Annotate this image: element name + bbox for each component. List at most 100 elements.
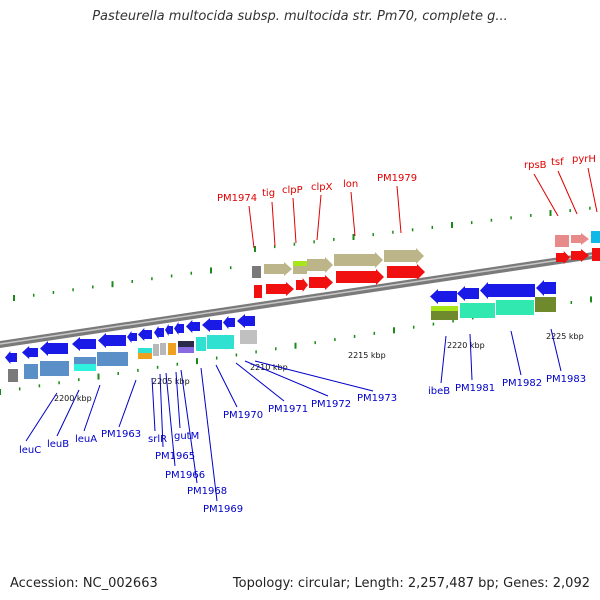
leader-line bbox=[550, 328, 562, 372]
gene-arrow[interactable] bbox=[307, 257, 333, 273]
gene-block[interactable] bbox=[24, 364, 38, 379]
gene-label-PM1979[interactable]: PM1979 bbox=[377, 173, 417, 184]
gene-arrow[interactable] bbox=[154, 326, 164, 339]
gene-block[interactable] bbox=[138, 353, 152, 359]
leader-line bbox=[200, 367, 218, 502]
gene-label-rpsB[interactable]: rpsB bbox=[524, 160, 547, 171]
gene-label-tig[interactable]: tig bbox=[262, 188, 275, 199]
gene-arrow[interactable] bbox=[334, 252, 383, 268]
gene-label-PM1982[interactable]: PM1982 bbox=[502, 378, 542, 389]
gene-arrow[interactable] bbox=[40, 341, 68, 356]
gene-label-PM1972[interactable]: PM1972 bbox=[311, 399, 351, 410]
gene-label-leuA[interactable]: leuA bbox=[75, 434, 97, 445]
gene-label-PM1966[interactable]: PM1966 bbox=[165, 470, 205, 481]
gene-arrow[interactable] bbox=[127, 331, 137, 343]
gene-label-clpX[interactable]: clpX bbox=[311, 182, 333, 193]
gene-arrow[interactable] bbox=[165, 324, 173, 336]
gene-arrow[interactable] bbox=[571, 249, 589, 262]
gene-label-PM1969[interactable]: PM1969 bbox=[203, 504, 243, 515]
gene-arrow[interactable] bbox=[266, 282, 294, 296]
bottom-gene-labels: leuC leuB leuA PM1963 srlR PM1965 gutM P… bbox=[19, 374, 586, 515]
gene-label-tsf[interactable]: tsf bbox=[551, 157, 564, 168]
gene-arrow[interactable] bbox=[536, 280, 556, 296]
topology-text: Topology: circular; Length: 2,257,487 bp… bbox=[232, 576, 590, 591]
gene-label-PM1971[interactable]: PM1971 bbox=[268, 404, 308, 415]
gene-label-gutM[interactable]: gutM bbox=[174, 431, 199, 442]
leader-line bbox=[271, 201, 276, 247]
leader-line bbox=[396, 185, 402, 234]
gene-block[interactable] bbox=[431, 306, 458, 311]
gene-label-PM1973[interactable]: PM1973 bbox=[357, 393, 397, 404]
gene-label-PM1970[interactable]: PM1970 bbox=[223, 410, 263, 421]
scale-ticks: 2200 kbp 2205 kbp 2210 kbp 2215 kbp 2220… bbox=[54, 332, 584, 403]
gene-block[interactable] bbox=[138, 348, 152, 353]
leader-line bbox=[175, 371, 181, 429]
gene-block[interactable] bbox=[196, 337, 206, 351]
gene-block[interactable] bbox=[293, 266, 307, 274]
gene-arrow[interactable] bbox=[22, 346, 38, 359]
gene-arrow[interactable] bbox=[309, 275, 333, 290]
gene-block[interactable] bbox=[153, 344, 159, 356]
gene-block[interactable] bbox=[496, 300, 534, 315]
gene-arrow[interactable] bbox=[336, 269, 384, 285]
gene-block[interactable] bbox=[178, 341, 194, 347]
leader-line bbox=[180, 369, 198, 484]
gene-arrow[interactable] bbox=[202, 318, 222, 332]
gene-tracks[interactable] bbox=[5, 231, 600, 382]
gene-arrow[interactable] bbox=[138, 328, 152, 341]
gene-label-PM1965[interactable]: PM1965 bbox=[155, 451, 195, 462]
gene-block[interactable] bbox=[207, 335, 234, 349]
gene-label-PM1974[interactable]: PM1974 bbox=[217, 193, 257, 204]
gene-label-PM1983[interactable]: PM1983 bbox=[546, 374, 586, 385]
gene-arrow[interactable] bbox=[556, 251, 570, 264]
gene-block[interactable] bbox=[555, 235, 569, 247]
leader-line bbox=[235, 362, 285, 402]
gene-arrow[interactable] bbox=[457, 286, 479, 301]
gene-arrow[interactable] bbox=[72, 337, 96, 351]
gene-arrow[interactable] bbox=[264, 262, 292, 276]
gene-label-srlR[interactable]: srlR bbox=[148, 434, 167, 445]
gene-arrow[interactable] bbox=[387, 264, 425, 280]
gene-arrow[interactable] bbox=[237, 314, 255, 328]
gene-label-PM1968[interactable]: PM1968 bbox=[187, 486, 227, 497]
gene-label-lon[interactable]: lon bbox=[343, 179, 358, 190]
gene-label-PM1963[interactable]: PM1963 bbox=[101, 429, 141, 440]
gene-arrow[interactable] bbox=[296, 278, 308, 292]
gene-block[interactable] bbox=[160, 343, 166, 355]
gene-block[interactable] bbox=[293, 261, 307, 266]
gene-arrow[interactable] bbox=[98, 333, 126, 348]
gene-label-leuB[interactable]: leuB bbox=[47, 439, 69, 450]
leader-line bbox=[316, 194, 322, 241]
gene-label-pyrH[interactable]: pyrH bbox=[572, 154, 596, 165]
gene-arrow[interactable] bbox=[174, 322, 184, 335]
gene-block[interactable] bbox=[178, 347, 194, 353]
gene-label-ibeB[interactable]: ibeB bbox=[428, 386, 450, 397]
gene-block[interactable] bbox=[240, 330, 257, 344]
gene-arrow[interactable] bbox=[5, 351, 17, 364]
gene-block[interactable] bbox=[74, 357, 96, 364]
gene-block[interactable] bbox=[8, 369, 18, 382]
gene-arrow[interactable] bbox=[571, 233, 589, 245]
gene-block[interactable] bbox=[74, 364, 96, 371]
gene-block[interactable] bbox=[40, 361, 69, 376]
gene-block[interactable] bbox=[252, 266, 261, 278]
gene-block[interactable] bbox=[97, 352, 128, 366]
gene-block[interactable] bbox=[591, 231, 600, 243]
gene-arrow[interactable] bbox=[480, 282, 535, 299]
gene-block[interactable] bbox=[254, 285, 262, 298]
gene-block[interactable] bbox=[460, 303, 495, 318]
gene-arrow[interactable] bbox=[384, 248, 424, 264]
leader-line bbox=[159, 373, 164, 448]
gene-label-PM1981[interactable]: PM1981 bbox=[455, 383, 495, 394]
gene-arrow[interactable] bbox=[223, 316, 235, 329]
gene-block[interactable] bbox=[168, 343, 176, 355]
gene-block[interactable] bbox=[431, 311, 458, 320]
gene-block[interactable] bbox=[592, 248, 600, 261]
gene-block[interactable] bbox=[535, 297, 556, 312]
gene-label-leuC[interactable]: leuC bbox=[19, 445, 41, 456]
gene-label-clpP[interactable]: clpP bbox=[282, 185, 303, 196]
gene-arrow[interactable] bbox=[430, 289, 457, 304]
gene-arrow[interactable] bbox=[186, 320, 200, 333]
leader-line bbox=[557, 170, 578, 215]
